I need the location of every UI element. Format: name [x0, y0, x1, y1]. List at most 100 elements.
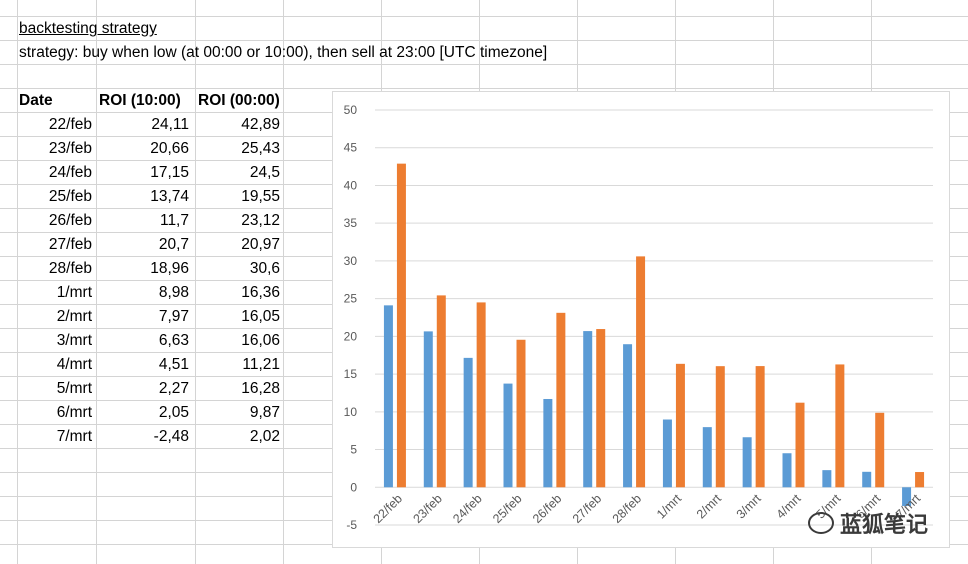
bar-series-1	[503, 383, 513, 488]
bar-series-1	[623, 344, 633, 488]
table-cell-roi00[interactable]: 16,36	[241, 284, 280, 301]
bar-series-2	[636, 256, 646, 488]
table-cell-roi00[interactable]: 25,43	[241, 140, 280, 157]
x-tick-label: 22/feb	[371, 491, 406, 526]
bar-series-1	[702, 427, 712, 488]
table-cell-roi00[interactable]: 30,6	[249, 260, 280, 277]
table-cell-date[interactable]: 7/mrt	[56, 428, 92, 445]
table-cell-roi10[interactable]: 20,66	[150, 140, 189, 157]
table-cell-roi10[interactable]: 17,15	[150, 164, 189, 181]
fox-logo-icon	[808, 512, 834, 534]
bar-series-2	[476, 302, 486, 488]
table-cell-roi10[interactable]: 13,74	[150, 188, 189, 205]
y-tick-label: 50	[344, 103, 358, 117]
table-cell-roi10[interactable]: 24,11	[151, 116, 189, 133]
table-cell-date[interactable]: 5/mrt	[56, 380, 92, 397]
y-tick-label: 30	[344, 254, 358, 268]
grid-column-line	[17, 0, 18, 564]
table-cell-roi10[interactable]: 6,63	[158, 332, 189, 349]
table-cell-roi10[interactable]: 18,96	[150, 260, 189, 277]
x-tick-label: 28/feb	[610, 491, 645, 526]
bar-series-2	[835, 364, 845, 488]
table-cell-date[interactable]: 27/feb	[48, 236, 92, 253]
table-cell-date[interactable]: 26/feb	[48, 212, 92, 229]
x-tick-label: 2/mrt	[694, 491, 724, 521]
x-tick-label: 3/mrt	[734, 491, 764, 521]
watermark: 蓝狐笔记	[808, 508, 928, 538]
table-cell-roi00[interactable]: 19,55	[241, 188, 280, 205]
bar-series-2	[715, 366, 725, 488]
roi-bar-chart[interactable]: 50 45 40 35 30 25 20 15 10 5 0 -5 22/feb 23/feb 24/feb…	[332, 91, 950, 548]
table-cell-date[interactable]: 24/feb	[48, 164, 92, 181]
header-roi-1000[interactable]: ROI (10:00)	[99, 92, 181, 109]
y-tick-label: 40	[344, 178, 358, 192]
table-cell-date[interactable]: 28/feb	[48, 260, 92, 277]
grid-row-line	[0, 40, 968, 41]
grid-column-line	[283, 0, 284, 564]
bar-series-2	[596, 329, 606, 488]
table-cell-roi10[interactable]: 8,98	[158, 284, 189, 301]
table-cell-roi10[interactable]: 20,7	[158, 236, 189, 253]
table-cell-roi00[interactable]: 16,28	[241, 380, 280, 397]
y-tick-label: 25	[344, 292, 358, 306]
x-tick-label: 26/feb	[530, 491, 565, 526]
bar-series-2	[755, 366, 765, 488]
table-cell-date[interactable]: 2/mrt	[56, 308, 92, 325]
table-cell-roi00[interactable]: 11,21	[242, 356, 280, 373]
y-tick-label: 0	[350, 480, 357, 494]
table-cell-roi00[interactable]: 24,5	[249, 164, 280, 181]
table-cell-roi10[interactable]: 7,97	[158, 308, 189, 325]
table-cell-roi00[interactable]: 16,05	[241, 308, 280, 325]
table-cell-date[interactable]: 6/mrt	[56, 404, 92, 421]
table-cell-date[interactable]: 3/mrt	[56, 332, 92, 349]
grid-row-line	[0, 64, 968, 65]
x-tick-label: 27/feb	[570, 491, 605, 526]
x-tick-label: 1/mrt	[654, 491, 684, 521]
table-cell-roi00[interactable]: 2,02	[249, 428, 280, 445]
x-tick-label: 25/feb	[490, 491, 525, 526]
watermark-text: 蓝狐笔记	[840, 512, 929, 537]
grid-column-line	[195, 0, 196, 564]
table-cell-roi00[interactable]: 23,12	[241, 212, 280, 229]
table-cell-roi10[interactable]: 2,05	[158, 404, 189, 421]
grid-column-line	[96, 0, 97, 564]
table-cell-roi10[interactable]: 4,51	[158, 356, 189, 373]
table-cell-roi00[interactable]: 42,89	[241, 116, 280, 133]
table-cell-roi00[interactable]: 16,06	[241, 332, 280, 349]
bar-series-2	[875, 412, 885, 488]
y-tick-label: -5	[346, 518, 357, 532]
y-tick-label: 45	[344, 141, 358, 155]
table-cell-date[interactable]: 4/mrt	[56, 356, 92, 373]
table-cell-date[interactable]: 22/feb	[48, 116, 92, 133]
grid-row-line	[0, 16, 968, 17]
bar-series-2	[675, 363, 685, 488]
header-roi-0000[interactable]: ROI (00:00)	[198, 92, 280, 109]
bar-series-1	[862, 471, 872, 488]
table-cell-date[interactable]: 1/mrt	[56, 284, 92, 301]
table-cell-roi00[interactable]: 20,97	[241, 236, 280, 253]
bar-series-1	[423, 331, 433, 488]
table-cell-date[interactable]: 23/feb	[48, 140, 92, 157]
bar-series-1	[902, 487, 912, 506]
table-cell-roi10[interactable]: 2,27	[158, 380, 189, 397]
bar-series-1	[742, 437, 752, 488]
bar-series-2	[516, 339, 526, 488]
strategy-description[interactable]: strategy: buy when low (at 00:00 or 10:0…	[19, 44, 548, 61]
y-tick-label: 20	[344, 329, 358, 343]
table-cell-roi10[interactable]: 11,7	[159, 212, 189, 229]
table-cell-roi00[interactable]: 9,87	[249, 404, 280, 421]
bar-series-1	[543, 398, 553, 488]
sheet-title[interactable]: backtesting strategy	[19, 20, 157, 37]
grid-row-line	[0, 88, 968, 89]
bar-series-1	[463, 357, 473, 488]
y-tick-label: 10	[344, 405, 358, 419]
bar-series-2	[396, 163, 406, 488]
bar-series-1	[583, 331, 593, 488]
header-date[interactable]: Date	[19, 92, 53, 109]
y-tick-label: 35	[344, 216, 358, 230]
bar-series-2	[795, 402, 805, 488]
bar-series-2	[556, 312, 566, 488]
table-cell-roi10[interactable]: -2,48	[153, 428, 189, 445]
table-cell-date[interactable]: 25/feb	[48, 188, 92, 205]
